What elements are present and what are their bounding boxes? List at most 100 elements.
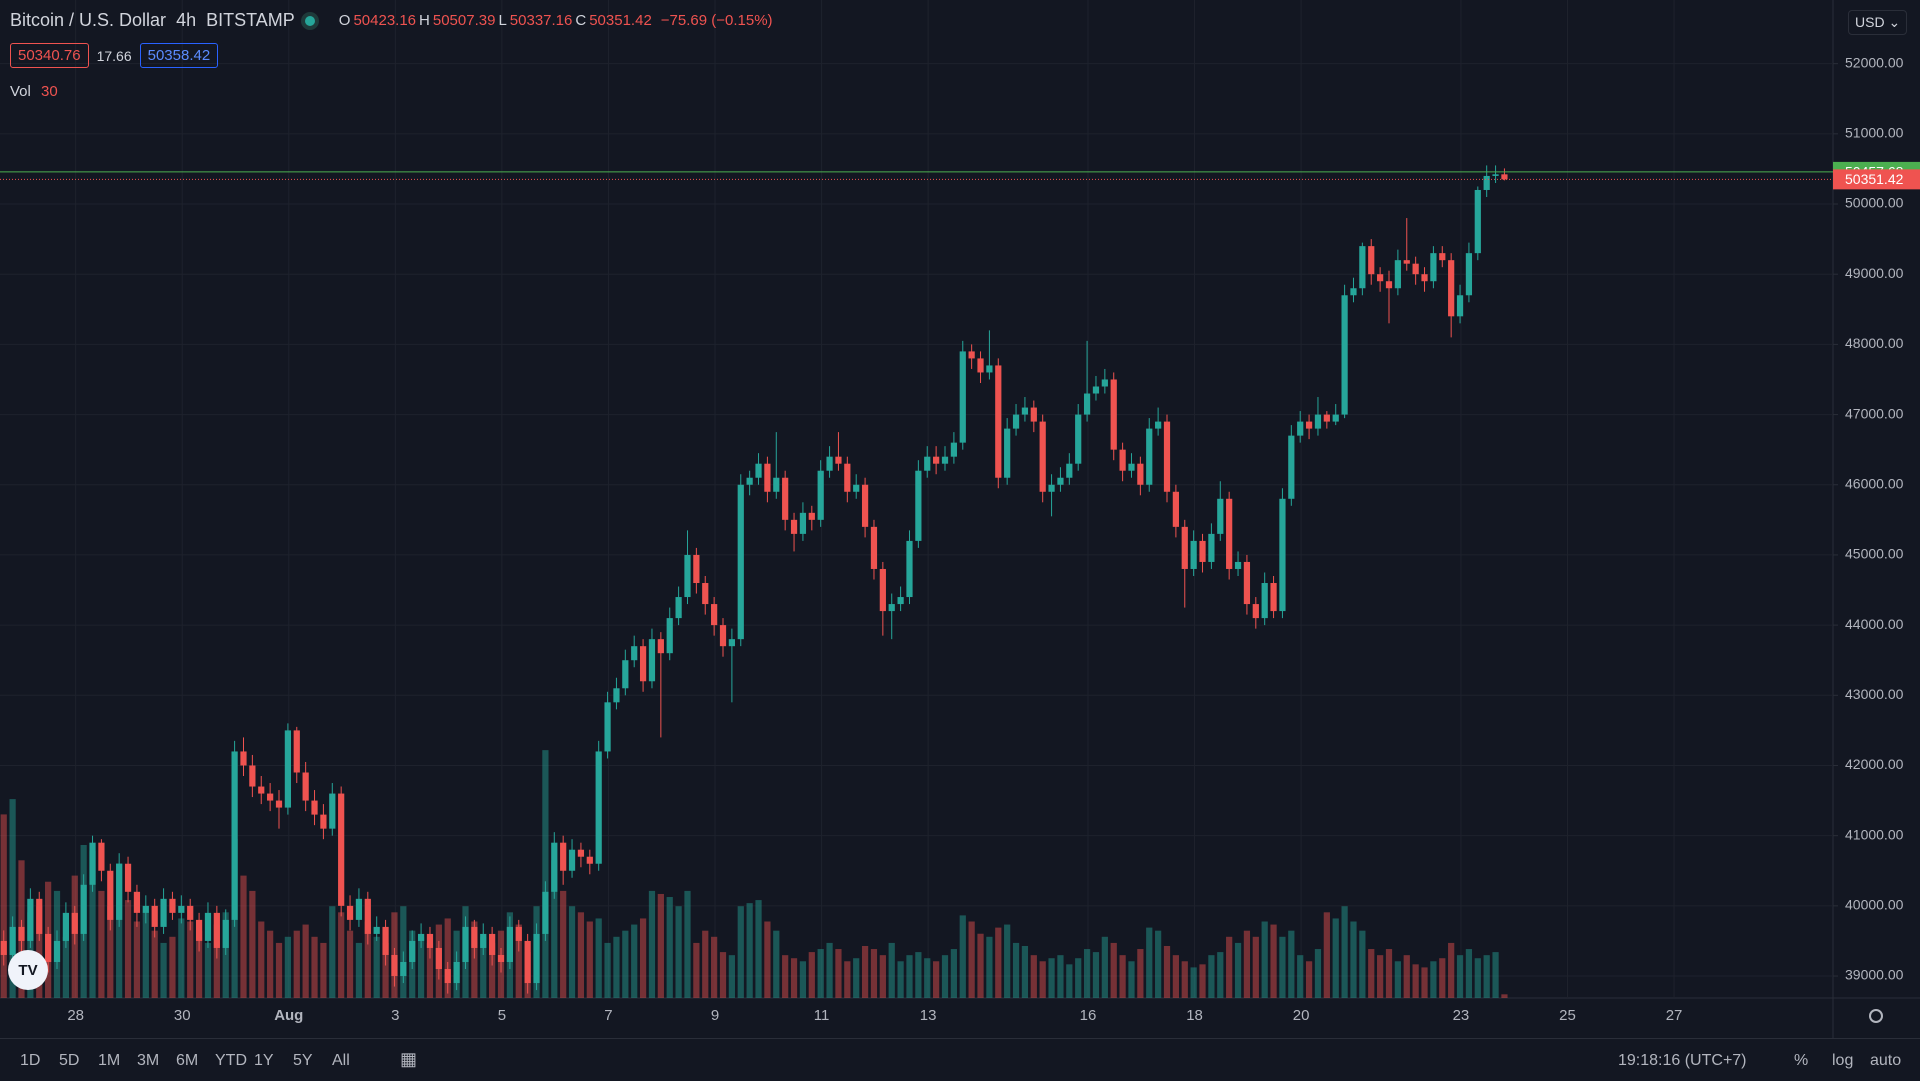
range-button[interactable]: 1Y (254, 1052, 274, 1069)
volume-bar (1403, 955, 1410, 998)
low-value: 50337.16 (509, 12, 573, 29)
range-button[interactable]: 1M (98, 1052, 121, 1069)
volume-bar (986, 936, 993, 998)
volume-bar (275, 942, 283, 998)
range-button[interactable]: 6M (176, 1052, 199, 1069)
candle-body (1456, 295, 1464, 317)
y-tick-label: 52000.00 (1845, 54, 1904, 70)
candle-body (302, 772, 309, 801)
volume-bar (1092, 952, 1100, 998)
candle-body (728, 639, 735, 647)
volume-bar (302, 924, 309, 998)
auto-toggle[interactable]: auto (1870, 1052, 1902, 1069)
logo[interactable]: TV (8, 950, 48, 990)
range-button[interactable]: 1D (20, 1052, 41, 1069)
candle-body (560, 842, 567, 871)
volume-bar (0, 814, 7, 998)
volume-bar (329, 906, 336, 998)
y-tick-label: 51000.00 (1845, 125, 1904, 141)
chart: 39000.00 40000.00 41000.00 42000.00 43000.00… (0, 0, 1920, 1038)
volume-bar (959, 915, 966, 998)
volume-bar (577, 912, 585, 998)
candle-body (604, 702, 611, 752)
bid[interactable]: 50340.76 (10, 43, 89, 68)
range-button[interactable]: YTD (215, 1052, 247, 1069)
ask[interactable]: 50358.42 (139, 43, 219, 68)
candle-body (1226, 498, 1233, 569)
candle-body (36, 898, 43, 934)
volume-bar (1474, 958, 1481, 998)
range-button[interactable]: 3M (137, 1052, 160, 1069)
candle-body (382, 926, 389, 955)
clock[interactable]: 19:18:16 (UTC+7) (1618, 1052, 1747, 1069)
candle-body (657, 639, 664, 654)
volume-bar (782, 955, 789, 998)
y-tick-label: 46000.00 (1845, 475, 1904, 491)
volume-bar (187, 921, 194, 998)
volume-bar (1279, 936, 1286, 998)
volume-bar (728, 955, 735, 998)
candle-body (613, 688, 620, 703)
volume-bar (355, 942, 363, 998)
high-label: H (419, 12, 430, 29)
volume-bar (124, 900, 132, 998)
candle-body (1039, 421, 1046, 492)
range-button[interactable]: All (332, 1052, 350, 1069)
volume-bar (595, 918, 602, 998)
settings-icon[interactable] (1869, 1009, 1883, 1023)
volume-bar (1483, 955, 1490, 998)
currency-button[interactable]: USD ⌄ (1848, 10, 1908, 35)
volume-bar (808, 952, 815, 998)
volume-bar (1012, 942, 1020, 998)
volume-bar (702, 930, 709, 998)
interval[interactable]: 4h (176, 10, 197, 30)
volume-bar (311, 936, 318, 998)
candle-body (249, 765, 256, 787)
candle-body (853, 484, 860, 492)
volume-bar (382, 942, 389, 998)
last-price-label: 50351.42 (1845, 171, 1904, 187)
volume-bar (1439, 958, 1446, 998)
candle-body (551, 842, 558, 892)
volume-bar (853, 958, 860, 998)
volume-bar (116, 863, 123, 998)
volume-bar (1323, 912, 1330, 998)
percent-toggle[interactable]: % (1794, 1052, 1809, 1069)
volume-bar (586, 921, 593, 998)
volume-bar (444, 918, 451, 998)
logo-circle (8, 950, 48, 990)
candle-body (471, 926, 478, 948)
candle-body (915, 470, 922, 541)
y-tick-label: 44000.00 (1845, 616, 1904, 632)
volume-bar (613, 936, 620, 998)
candle-body (1297, 421, 1304, 436)
volume-bar (1128, 961, 1135, 998)
volume-bar (906, 955, 913, 998)
log-toggle[interactable]: log (1832, 1052, 1854, 1069)
volume-bar (1066, 964, 1073, 998)
candle-body (1323, 414, 1330, 422)
y-tick-label: 40000.00 (1845, 897, 1904, 913)
candle-body (808, 512, 815, 520)
goto-date[interactable]: ▦ (400, 1049, 418, 1069)
volume-bar (870, 949, 878, 998)
candle-body (1465, 253, 1473, 296)
candle-body (1288, 435, 1295, 499)
x-tick-label: 30 (174, 1007, 191, 1024)
candle-body (897, 597, 904, 605)
candle-body (1163, 421, 1171, 492)
candle-body (924, 456, 931, 471)
candle-body (53, 940, 61, 962)
volume-bar (107, 906, 114, 998)
ohlc-legend: O 50423.16 H 50507.39 L 50337.16 C 50351.42 … (339, 12, 773, 29)
range-button[interactable]: 5Y (293, 1052, 313, 1069)
volume-bar (160, 942, 167, 998)
volume-bar (711, 936, 718, 998)
volume-bar (1083, 949, 1091, 998)
range-button[interactable]: 5D (59, 1052, 80, 1069)
candle-body (417, 933, 425, 941)
symbol[interactable]: Bitcoin / U.S. Dollar (10, 10, 167, 30)
candle-body (1314, 414, 1322, 429)
candle-body (817, 470, 824, 520)
